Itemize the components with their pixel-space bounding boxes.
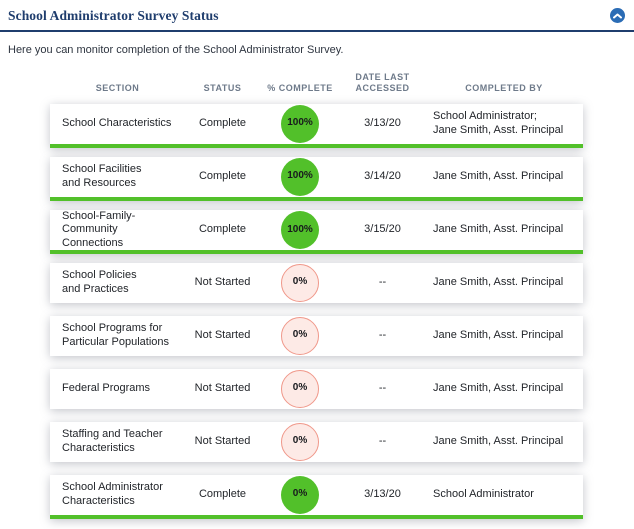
chevron-up-icon <box>613 13 622 19</box>
status-cell: Complete <box>198 116 247 129</box>
section-cell: Staffing and Teacher Characteristics <box>62 427 163 454</box>
percent-complete-badge: 0% <box>281 316 319 355</box>
date-cell: 3/14/20 <box>364 169 401 182</box>
table-row: School Characteristics Complete 100% 3/1… <box>50 103 583 148</box>
table-row: School Facilities and Resources Complete… <box>50 156 583 201</box>
percent-complete-badge: 100% <box>281 211 319 250</box>
collapse-panel-button[interactable] <box>610 8 625 23</box>
page-title: School Administrator Survey Status <box>8 8 219 23</box>
completed-by-cell: Jane Smith, Asst. Principal <box>433 434 564 447</box>
date-cell: -- <box>378 275 387 288</box>
percent-complete-badge: 0% <box>281 422 319 461</box>
percent-cell: 100% <box>260 157 340 196</box>
percent-complete-badge: 0% <box>281 369 319 408</box>
table-row: Federal Programs Not Started 0% -- Jane … <box>50 368 583 413</box>
status-cell: Complete <box>198 169 247 182</box>
percent-complete-badge: 100% <box>281 104 319 143</box>
title-divider <box>0 30 634 32</box>
percent-cell: 0% <box>260 316 340 355</box>
column-header-completed-by: COMPLETED BY <box>465 83 543 94</box>
table-row: School Policies and Practices Not Starte… <box>50 262 583 307</box>
percent-complete-badge: 100% <box>281 157 319 196</box>
table-row: School Administrator Characteristics Com… <box>50 474 583 519</box>
completed-by-cell: Jane Smith, Asst. Principal <box>433 328 564 341</box>
completed-by-cell: School Administrator <box>433 487 534 500</box>
column-header-status: STATUS <box>203 83 242 94</box>
date-cell: -- <box>378 328 387 341</box>
status-cell: Complete <box>198 223 247 236</box>
status-cell: Not Started <box>194 434 251 447</box>
date-cell: -- <box>378 434 387 447</box>
percent-cell: 0% <box>260 475 340 514</box>
completed-by-cell: Jane Smith, Asst. Principal <box>433 275 564 288</box>
percent-complete-badge: 0% <box>281 263 319 302</box>
section-cell: Federal Programs <box>62 381 151 394</box>
percent-cell: 0% <box>260 263 340 302</box>
completed-by-cell: Jane Smith, Asst. Principal <box>433 169 564 182</box>
percent-cell: 100% <box>260 104 340 143</box>
completed-by-cell: School Administrator; Jane Smith, Asst. … <box>433 109 564 136</box>
percent-cell: 100% <box>260 211 340 250</box>
section-cell: School Characteristics <box>62 116 172 129</box>
table-row: School-Family-Community Connections Comp… <box>50 209 583 254</box>
status-cell: Complete <box>198 487 247 500</box>
column-header-date-last-accessed: DATE LAST ACCESSED <box>355 72 410 94</box>
date-cell: 3/13/20 <box>364 116 401 129</box>
percent-cell: 0% <box>260 369 340 408</box>
survey-status-table: SECTION STATUS % COMPLETE DATE LAST ACCE… <box>50 72 583 519</box>
status-cell: Not Started <box>194 381 251 394</box>
status-cell: Not Started <box>194 328 251 341</box>
section-cell: School Facilities and Resources <box>62 162 142 189</box>
status-cell: Not Started <box>194 275 251 288</box>
section-cell: School Administrator Characteristics <box>62 480 163 507</box>
panel-header: School Administrator Survey Status <box>0 0 634 23</box>
date-cell: -- <box>378 381 387 394</box>
section-cell: School Programs for Particular Populatio… <box>62 321 170 348</box>
column-header-section: SECTION <box>95 83 140 94</box>
table-header-row: SECTION STATUS % COMPLETE DATE LAST ACCE… <box>50 72 583 104</box>
table-body: School Characteristics Complete 100% 3/1… <box>50 103 583 519</box>
completed-by-cell: Jane Smith, Asst. Principal <box>433 381 564 394</box>
percent-complete-badge: 0% <box>281 475 319 514</box>
table-row: School Programs for Particular Populatio… <box>50 315 583 360</box>
date-cell: 3/13/20 <box>364 487 401 500</box>
date-cell: 3/15/20 <box>364 223 401 236</box>
table-row: Staffing and Teacher Characteristics Not… <box>50 421 583 466</box>
section-cell: School-Family-Community Connections <box>62 209 136 250</box>
percent-cell: 0% <box>260 422 340 461</box>
section-cell: School Policies and Practices <box>62 268 137 295</box>
intro-text: Here you can monitor completion of the S… <box>8 44 344 56</box>
completed-by-cell: Jane Smith, Asst. Principal <box>433 223 564 236</box>
column-header-percent-complete: % COMPLETE <box>267 83 333 94</box>
